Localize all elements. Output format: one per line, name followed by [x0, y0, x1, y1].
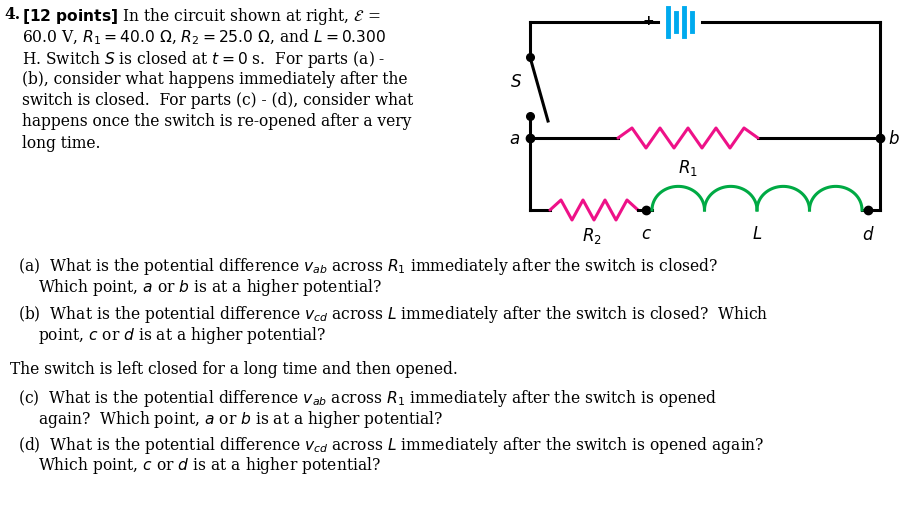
Text: +: +: [642, 14, 654, 28]
Text: $R_2$: $R_2$: [582, 226, 602, 246]
Text: 60.0 V, $R_1 = 40.0\ \Omega$, $R_2 = 25.0\ \Omega$, and $L = 0.300$: 60.0 V, $R_1 = 40.0\ \Omega$, $R_2 = 25.…: [22, 27, 387, 47]
Text: long time.: long time.: [22, 135, 101, 152]
Text: The switch is left closed for a long time and then opened.: The switch is left closed for a long tim…: [10, 361, 458, 378]
Text: (a)  What is the potential difference $v_{ab}$ across $R_1$ immediately after th: (a) What is the potential difference $v_…: [18, 256, 718, 277]
Text: point, $c$ or $d$ is at a higher potential?: point, $c$ or $d$ is at a higher potenti…: [38, 325, 326, 346]
Text: Which point, $c$ or $d$ is at a higher potential?: Which point, $c$ or $d$ is at a higher p…: [38, 456, 381, 476]
Text: $b$: $b$: [888, 130, 900, 148]
Text: again?  Which point, $a$ or $b$ is at a higher potential?: again? Which point, $a$ or $b$ is at a h…: [38, 409, 443, 430]
Text: (b)  What is the potential difference $v_{cd}$ across $L$ immediately after the : (b) What is the potential difference $v_…: [18, 304, 769, 325]
Text: (b), consider what happens immediately after the: (b), consider what happens immediately a…: [22, 71, 407, 88]
Text: 4.: 4.: [4, 6, 20, 23]
Text: $\mathcal{E}$: $\mathcal{E}$: [674, 0, 687, 4]
Text: $\mathbf{[12\ \mathbf{points}]}$ In the circuit shown at right, $\mathcal{E}$ =: $\mathbf{[12\ \mathbf{points}]}$ In the …: [22, 6, 380, 27]
Text: (c)  What is the potential difference $v_{ab}$ across $R_1$ immediately after th: (c) What is the potential difference $v_…: [18, 388, 717, 409]
Text: (d)  What is the potential difference $v_{cd}$ across $L$ immediately after the : (d) What is the potential difference $v_…: [18, 435, 765, 456]
Text: switch is closed.  For parts (c) - (d), consider what: switch is closed. For parts (c) - (d), c…: [22, 92, 414, 109]
Text: $L$: $L$: [751, 226, 762, 243]
Text: H. Switch $S$ is closed at $t = 0$ s.  For parts (a) -: H. Switch $S$ is closed at $t = 0$ s. Fo…: [22, 49, 386, 70]
Text: $c$: $c$: [641, 226, 651, 243]
Text: $S$: $S$: [510, 74, 522, 91]
Text: Which point, $a$ or $b$ is at a higher potential?: Which point, $a$ or $b$ is at a higher p…: [38, 277, 382, 298]
Text: happens once the switch is re-opened after a very: happens once the switch is re-opened aft…: [22, 114, 412, 130]
Text: $R_1$: $R_1$: [678, 158, 698, 178]
Text: $d$: $d$: [861, 226, 874, 244]
Text: $a$: $a$: [509, 130, 520, 147]
